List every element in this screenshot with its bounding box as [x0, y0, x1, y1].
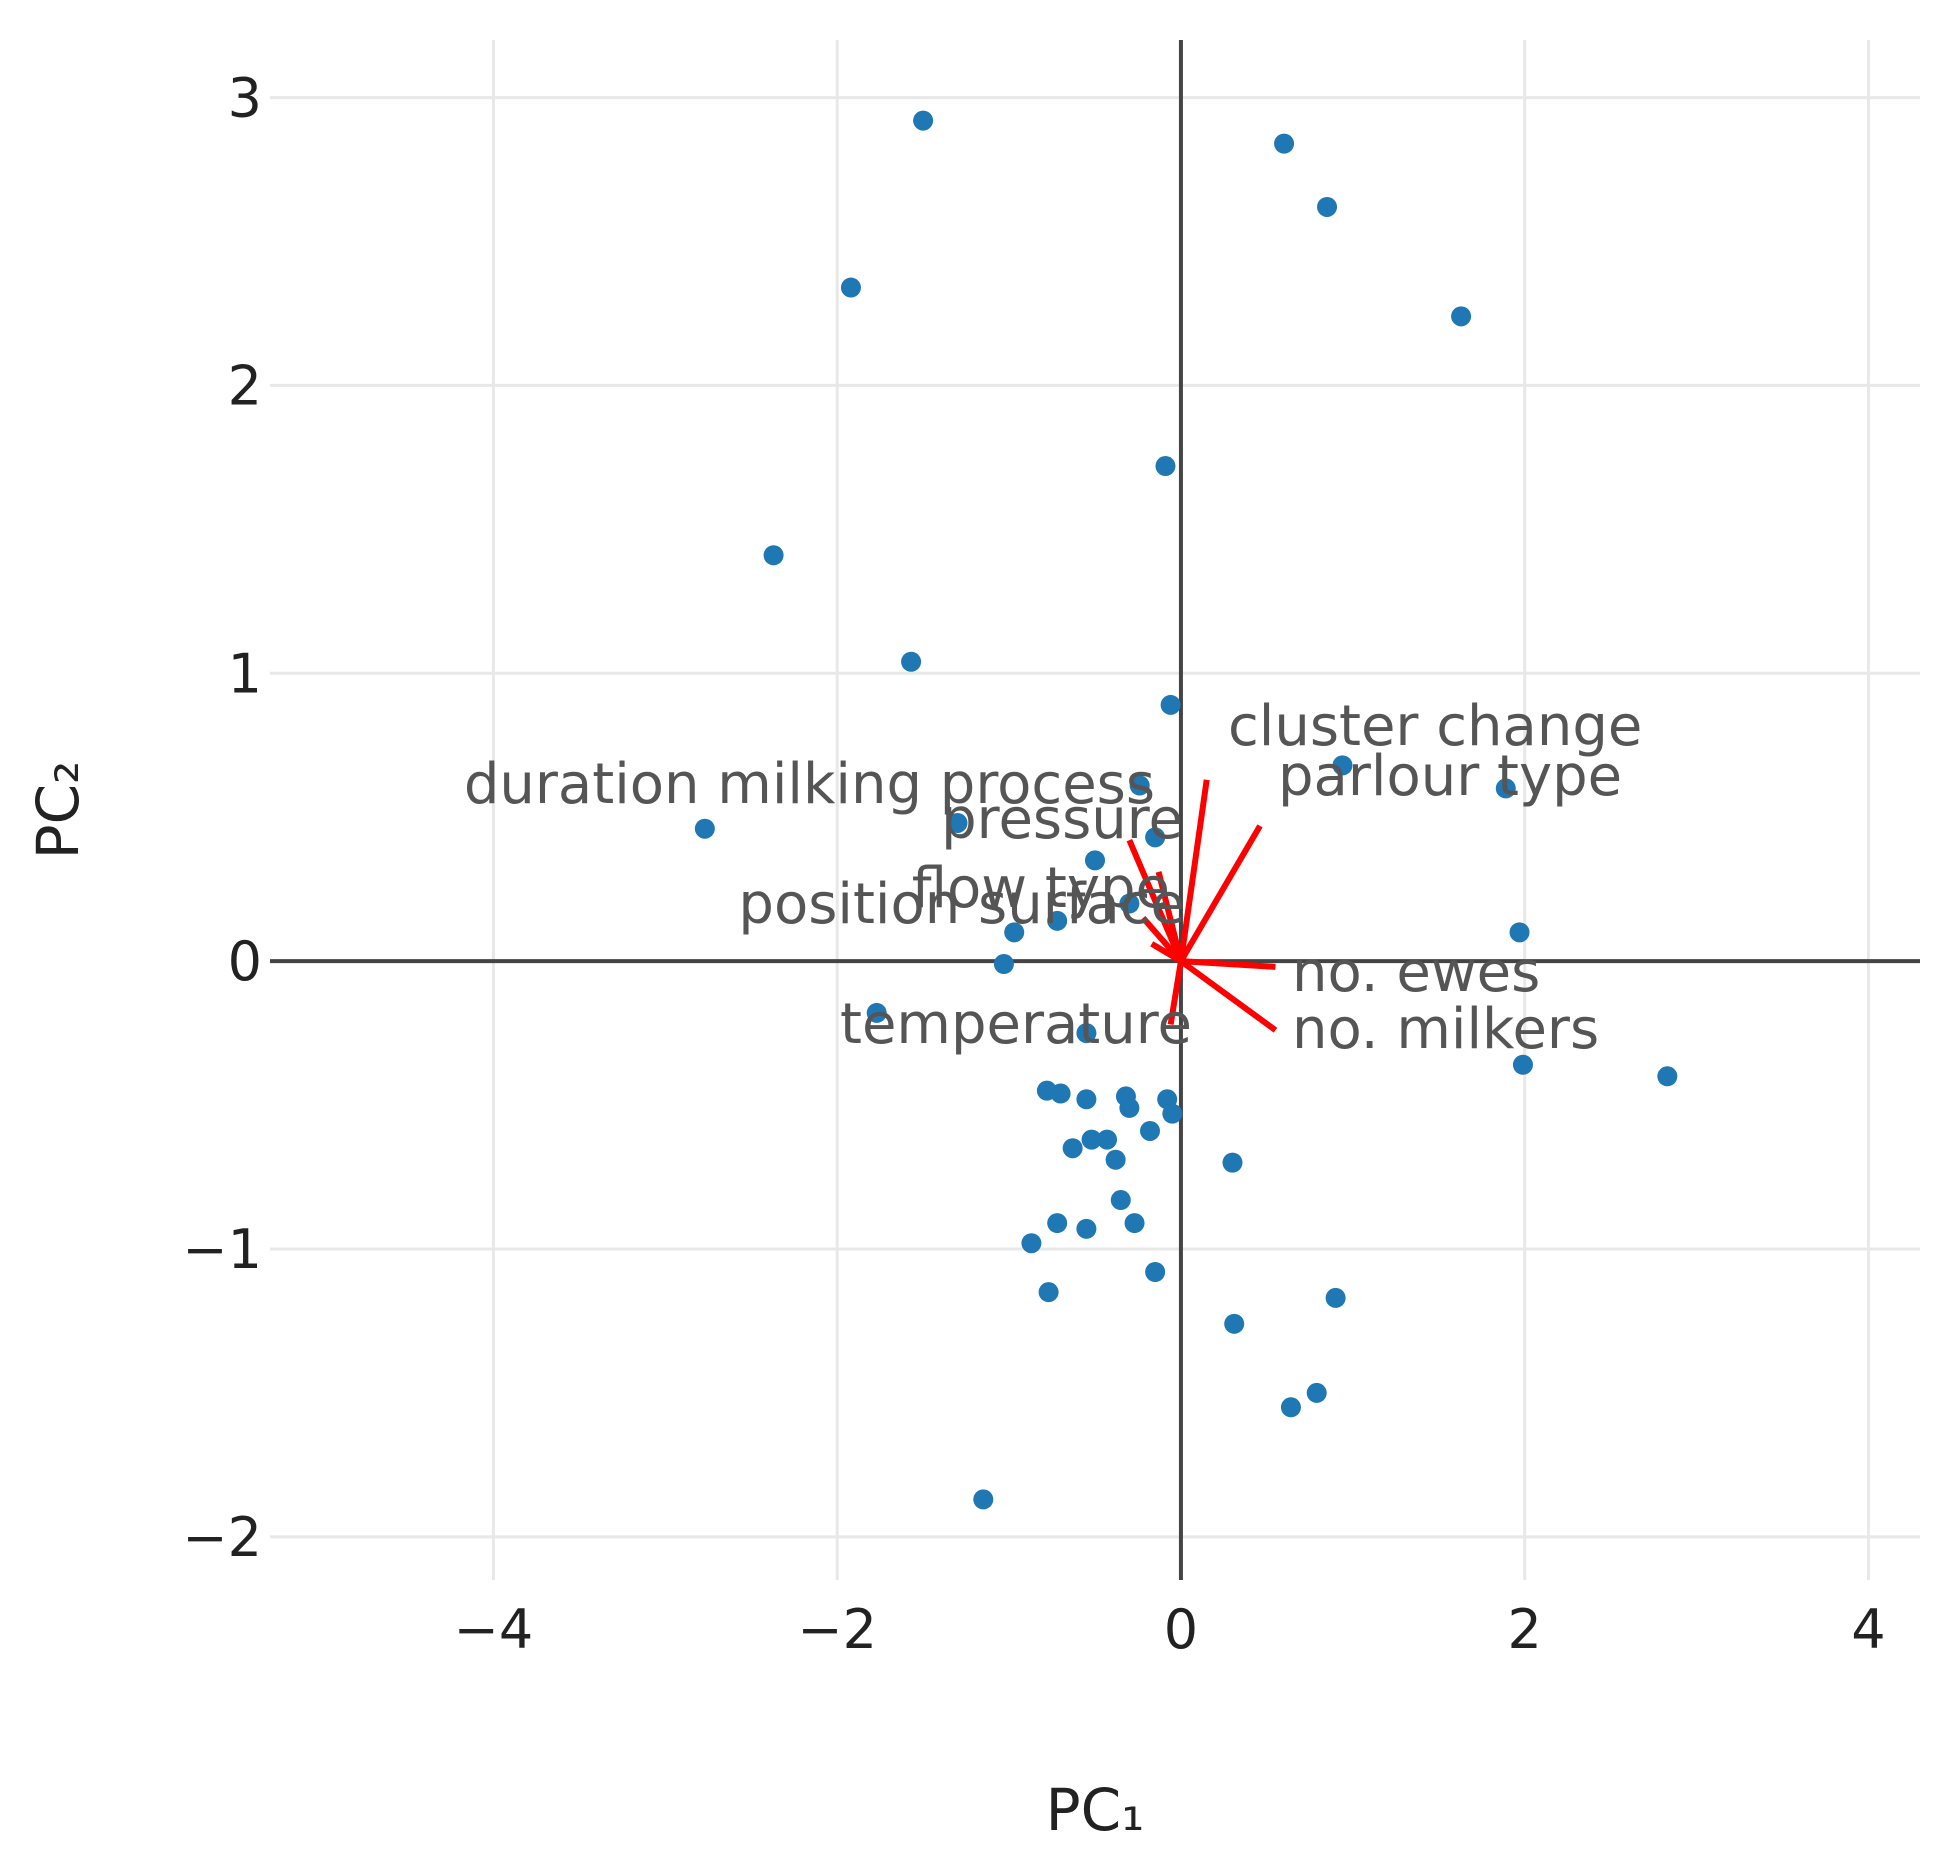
- loading-label: cluster change: [1228, 694, 1642, 759]
- score-point: [973, 1489, 994, 1510]
- score-point: [1110, 1190, 1131, 1211]
- loading-label: parlour type: [1278, 744, 1622, 809]
- score-point: [1325, 1287, 1346, 1308]
- score-point: [1332, 755, 1353, 776]
- score-point: [694, 818, 715, 839]
- score-point: [1512, 1054, 1533, 1075]
- score-point: [1076, 1089, 1097, 1110]
- loading-label: duration milking process: [464, 752, 1155, 817]
- score-point: [1451, 306, 1472, 327]
- score-point: [1004, 922, 1025, 943]
- score-point: [1657, 1066, 1678, 1087]
- score-point: [1076, 1218, 1097, 1239]
- scores: [694, 110, 1678, 1510]
- score-point: [840, 277, 861, 298]
- loading-arrow: [1178, 824, 1263, 963]
- loading-label: pressure: [941, 787, 1183, 852]
- score-point: [1160, 694, 1181, 715]
- tick-labels: −4 −2 0 2 4 −2 −1 0 1 2 3: [182, 67, 1885, 1661]
- score-point: [1119, 1097, 1140, 1118]
- y-tick-label: 2: [228, 354, 262, 417]
- score-point: [1145, 827, 1166, 848]
- score-point: [901, 651, 922, 672]
- loading-arrow: [1167, 960, 1184, 1025]
- x-tick-label: 2: [1508, 1598, 1542, 1661]
- score-point: [1140, 1120, 1160, 1141]
- score-point: [1129, 775, 1150, 796]
- score-point: [1085, 850, 1105, 871]
- x-tick-label: 4: [1851, 1598, 1885, 1661]
- loading-arrow: [1155, 871, 1184, 962]
- x-tick-label: 0: [1164, 1598, 1198, 1661]
- score-point: [1155, 456, 1176, 477]
- loading-label: no. ewes: [1292, 940, 1540, 1005]
- loading-label: no. milkers: [1292, 997, 1599, 1062]
- y-axis-title: PC₂: [24, 761, 92, 860]
- score-point: [993, 954, 1014, 974]
- loading-label: flow type: [912, 856, 1170, 921]
- gridlines: [270, 40, 1920, 1580]
- x-axis-title: PC₁: [1046, 1776, 1145, 1844]
- score-point: [1280, 1397, 1301, 1418]
- x-tick-label: −2: [797, 1598, 877, 1661]
- score-point: [1317, 196, 1338, 217]
- score-point: [1047, 910, 1068, 931]
- loading-arrow: [1126, 839, 1184, 963]
- y-tick-label: 0: [228, 930, 262, 993]
- score-point: [1119, 893, 1140, 914]
- x-tick-label: −4: [454, 1598, 534, 1661]
- score-point: [1495, 778, 1516, 799]
- score-point: [1224, 1313, 1245, 1334]
- score-point: [1038, 1282, 1059, 1303]
- score-point: [1050, 1083, 1071, 1104]
- y-tick-label: −1: [182, 1218, 262, 1281]
- y-tick-label: 1: [228, 642, 262, 705]
- score-point: [1021, 1233, 1042, 1254]
- score-point: [1274, 133, 1295, 154]
- score-point: [1047, 1213, 1068, 1234]
- score-point: [947, 812, 968, 833]
- y-tick-label: −2: [182, 1506, 262, 1569]
- y-tick-label: 3: [228, 67, 262, 130]
- loading-arrow: [1150, 941, 1183, 964]
- score-point: [1097, 1129, 1118, 1150]
- score-point: [913, 110, 934, 131]
- score-point: [866, 1002, 887, 1023]
- loading-arrow: [1179, 958, 1278, 1033]
- score-point: [763, 545, 784, 566]
- score-point: [1105, 1149, 1126, 1170]
- score-point: [1222, 1152, 1243, 1173]
- score-point: [1145, 1262, 1166, 1282]
- loading-arrow: [1177, 779, 1210, 962]
- score-point: [1076, 1023, 1097, 1044]
- score-point: [1162, 1103, 1183, 1124]
- loading-arrow: [1180, 958, 1276, 970]
- score-point: [1081, 1129, 1102, 1150]
- loading-vectors: [1126, 779, 1278, 1033]
- zero-axes: [270, 40, 1920, 1580]
- score-point: [1509, 922, 1530, 943]
- loading-label: position surface: [738, 872, 1185, 937]
- score-point: [1306, 1382, 1327, 1403]
- score-point: [1124, 1213, 1145, 1234]
- loading-label: temperature: [840, 992, 1192, 1057]
- score-point: [1062, 1138, 1083, 1159]
